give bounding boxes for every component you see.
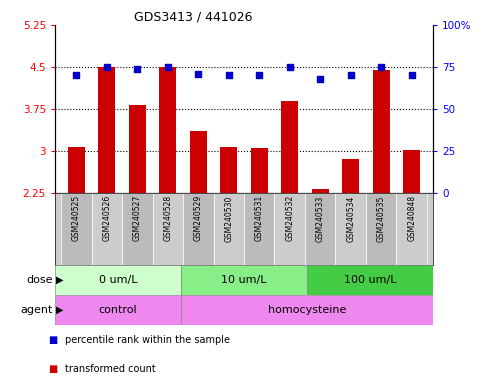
Text: GDS3413 / 441026: GDS3413 / 441026 — [134, 10, 253, 23]
Text: GSM240531: GSM240531 — [255, 195, 264, 242]
Bar — [153, 193, 183, 265]
Text: 10 um/L: 10 um/L — [221, 275, 267, 285]
Point — [164, 64, 171, 70]
Bar — [305, 193, 336, 265]
Text: agent: agent — [20, 305, 53, 315]
Bar — [403, 150, 420, 193]
Bar — [92, 193, 122, 265]
Bar — [181, 295, 433, 325]
Point — [72, 72, 80, 78]
Text: dose: dose — [26, 275, 53, 285]
Bar — [55, 265, 181, 295]
Bar — [190, 131, 207, 193]
Text: GSM240525: GSM240525 — [72, 195, 81, 242]
Bar — [159, 67, 176, 193]
Bar — [122, 193, 153, 265]
Bar — [397, 193, 427, 265]
Point — [133, 66, 141, 72]
Text: ■: ■ — [48, 335, 57, 345]
Point — [316, 76, 324, 82]
Bar — [68, 147, 85, 193]
Text: GSM240530: GSM240530 — [224, 195, 233, 242]
Bar — [129, 104, 146, 193]
Text: GSM240529: GSM240529 — [194, 195, 203, 242]
Bar — [366, 193, 397, 265]
Bar — [213, 193, 244, 265]
Point — [103, 64, 111, 70]
Text: GSM240533: GSM240533 — [316, 195, 325, 242]
Text: 0 um/L: 0 um/L — [99, 275, 137, 285]
Bar — [274, 193, 305, 265]
Point — [256, 72, 263, 78]
Bar — [99, 67, 115, 193]
Bar — [373, 70, 390, 193]
Point — [377, 64, 385, 70]
Bar — [312, 189, 328, 193]
Text: GSM240848: GSM240848 — [407, 195, 416, 241]
Text: control: control — [99, 305, 137, 315]
Bar — [342, 159, 359, 193]
Text: GSM240534: GSM240534 — [346, 195, 355, 242]
Bar — [244, 193, 274, 265]
Text: 100 um/L: 100 um/L — [344, 275, 396, 285]
Point — [225, 72, 233, 78]
Bar — [336, 193, 366, 265]
Point — [347, 72, 355, 78]
Bar — [55, 295, 181, 325]
Bar — [61, 193, 92, 265]
Text: ■: ■ — [48, 364, 57, 374]
Text: GSM240526: GSM240526 — [102, 195, 111, 242]
Text: homocysteine: homocysteine — [268, 305, 346, 315]
Text: GSM240527: GSM240527 — [133, 195, 142, 242]
Text: GSM240528: GSM240528 — [163, 195, 172, 241]
Text: transformed count: transformed count — [65, 364, 156, 374]
Point — [195, 71, 202, 77]
Text: ▶: ▶ — [56, 275, 63, 285]
Bar — [307, 265, 433, 295]
Text: GSM240532: GSM240532 — [285, 195, 294, 242]
Text: ▶: ▶ — [56, 305, 63, 315]
Text: GSM240535: GSM240535 — [377, 195, 386, 242]
Point — [408, 72, 415, 78]
Point — [286, 64, 294, 70]
Text: percentile rank within the sample: percentile rank within the sample — [65, 335, 230, 345]
Bar — [183, 193, 213, 265]
Bar — [281, 101, 298, 193]
Bar — [251, 148, 268, 193]
Bar — [220, 147, 237, 193]
Bar — [181, 265, 307, 295]
